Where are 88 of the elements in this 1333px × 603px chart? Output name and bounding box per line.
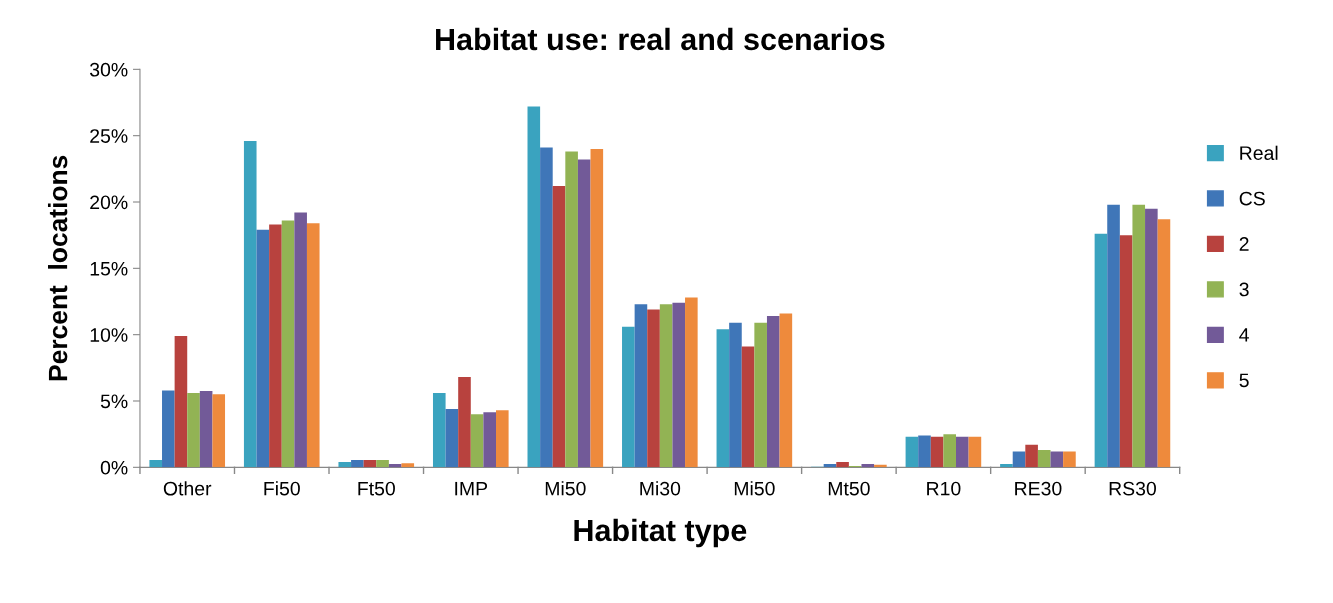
x-tick-label: RE30 — [1015, 481, 1062, 496]
x-tick-label: Mt50 — [828, 481, 870, 496]
bar — [306, 223, 320, 468]
y-tick-label: 20% — [90, 195, 128, 210]
bar — [956, 436, 969, 468]
bar — [1000, 464, 1013, 468]
y-tick-label: 25% — [90, 129, 128, 143]
bar — [861, 464, 875, 468]
bar — [1157, 219, 1171, 468]
bar — [741, 346, 755, 468]
bar — [716, 329, 730, 468]
bar — [1107, 204, 1120, 468]
legend-label: 3 — [1239, 282, 1249, 297]
bar — [470, 414, 484, 468]
bar — [590, 148, 604, 468]
bar — [458, 377, 471, 468]
bar — [577, 159, 591, 468]
bar — [565, 151, 578, 468]
bar — [647, 309, 660, 468]
bar — [401, 463, 415, 468]
bar — [363, 460, 377, 468]
bar — [943, 434, 956, 468]
bar — [199, 391, 213, 468]
y-tick-label: 30% — [89, 62, 128, 77]
bar — [338, 462, 352, 468]
bar — [174, 335, 188, 468]
bar — [483, 412, 496, 468]
x-axis-title: Habitat type — [574, 518, 747, 548]
bar — [149, 460, 163, 468]
bar — [294, 212, 307, 468]
bar — [659, 304, 673, 468]
bar — [930, 436, 944, 468]
bar — [376, 460, 389, 468]
bar — [672, 302, 686, 468]
bar — [552, 186, 566, 468]
x-tick-label: Fi50 — [264, 481, 300, 496]
x-tick-label: Ft50 — [358, 481, 395, 496]
x-tick-label: RS30 — [1109, 481, 1156, 496]
bar — [527, 106, 541, 468]
bar — [729, 322, 742, 468]
x-tick-label: R10 — [927, 481, 961, 496]
bar — [1119, 235, 1133, 468]
x-tick-label: Mi50 — [545, 481, 586, 496]
x-tick-label: Other — [163, 481, 212, 496]
bar — [269, 224, 282, 468]
bar — [918, 435, 931, 468]
bar — [432, 393, 446, 468]
bar — [968, 436, 982, 468]
bar — [243, 140, 257, 468]
legend-label: 5 — [1239, 373, 1249, 388]
bar — [187, 393, 200, 468]
y-axis-title: Percent locations — [47, 155, 68, 381]
legend-label: Real — [1240, 145, 1278, 160]
y-tick-label: 10% — [90, 328, 128, 342]
bar — [766, 316, 780, 468]
legend-label: CS — [1239, 191, 1265, 206]
bar — [1037, 450, 1051, 468]
bar — [281, 220, 295, 468]
bar — [905, 436, 919, 468]
x-tick-label: Mi30 — [640, 481, 681, 496]
y-tick-label: 0% — [100, 460, 128, 475]
bar — [212, 394, 226, 468]
x-tick-label: Mi50 — [734, 481, 775, 496]
bar — [496, 410, 509, 468]
legend-label: 4 — [1239, 328, 1249, 342]
bar — [1145, 208, 1158, 468]
bar — [685, 297, 698, 468]
bar — [622, 326, 635, 468]
legend-label: 2 — [1239, 237, 1249, 251]
bar — [634, 304, 648, 468]
bar — [351, 460, 364, 468]
bar — [754, 322, 767, 468]
bar — [1012, 451, 1026, 468]
bar — [540, 147, 553, 468]
x-tick-label: IMP — [455, 481, 488, 496]
bar — [1063, 451, 1076, 468]
bar — [1094, 233, 1108, 468]
chart-title: Habitat use: real and scenarios — [436, 27, 885, 51]
bar — [1050, 451, 1064, 468]
bar — [779, 313, 793, 468]
y-tick-label: 15% — [90, 261, 128, 276]
bar — [256, 229, 270, 468]
bar — [445, 408, 459, 468]
bar — [162, 390, 175, 468]
bar — [1025, 444, 1038, 468]
y-tick-label: 5% — [100, 394, 128, 409]
bar — [836, 462, 849, 468]
bar — [1132, 204, 1146, 468]
